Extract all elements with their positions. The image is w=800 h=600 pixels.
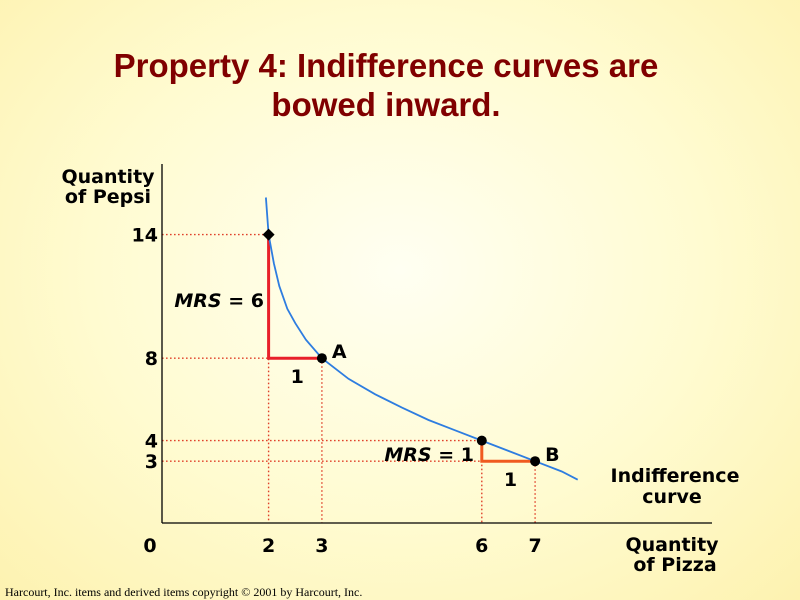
point-marker-2 bbox=[476, 435, 487, 446]
run-label-1: 1 bbox=[504, 469, 517, 491]
chart-labels: Quantity of Pepsi Quantity of Pizza 0 In… bbox=[61, 166, 739, 576]
mrs-triangle-0 bbox=[267, 234, 322, 360]
y-tick-label-4: 4 bbox=[145, 431, 158, 453]
x-axis-label-line2: of Pizza bbox=[633, 554, 716, 576]
x-tick-label-3: 3 bbox=[315, 535, 328, 557]
x-tick-label-7: 7 bbox=[528, 535, 541, 557]
y-axis-label-line1: Quantity bbox=[61, 166, 155, 188]
y-axis-label-line2: of Pepsi bbox=[65, 186, 151, 208]
mrs-segments bbox=[267, 234, 536, 463]
origin-label: 0 bbox=[143, 535, 156, 557]
axes bbox=[161, 164, 712, 524]
x-axis-label-line1: Quantity bbox=[625, 534, 719, 556]
y-tick-label-3: 3 bbox=[145, 451, 158, 473]
mrs-label-0: MRS = 6 bbox=[174, 290, 264, 312]
point-marker-3 bbox=[530, 456, 541, 467]
point-label-a: A bbox=[332, 341, 347, 363]
point-marker-0 bbox=[262, 228, 275, 241]
copyright-credit: Harcourt, Inc. items and derived items c… bbox=[5, 585, 363, 599]
mrs-label-1: MRS = 1 bbox=[384, 444, 474, 466]
point-marker-1 bbox=[316, 353, 327, 364]
indifference-curve bbox=[265, 197, 579, 481]
point-label-b: B bbox=[545, 444, 559, 466]
x-tick-label-6: 6 bbox=[475, 535, 488, 557]
x-tick-label-2: 2 bbox=[262, 535, 275, 557]
y-tick-label-14: 14 bbox=[132, 225, 158, 247]
mrs-triangle-1 bbox=[480, 440, 536, 463]
title-line-1: Property 4: Indifference curves are bbox=[113, 47, 659, 84]
run-label-0: 1 bbox=[291, 366, 304, 388]
curve-label-line1: Indifference bbox=[611, 465, 740, 487]
page-title: Property 4: Indifference curves are bowe… bbox=[20, 46, 752, 124]
y-tick-label-8: 8 bbox=[145, 348, 158, 370]
point-markers bbox=[262, 228, 541, 467]
curve-label-line2: curve bbox=[642, 486, 701, 508]
title-line-2: bowed inward. bbox=[271, 86, 501, 123]
